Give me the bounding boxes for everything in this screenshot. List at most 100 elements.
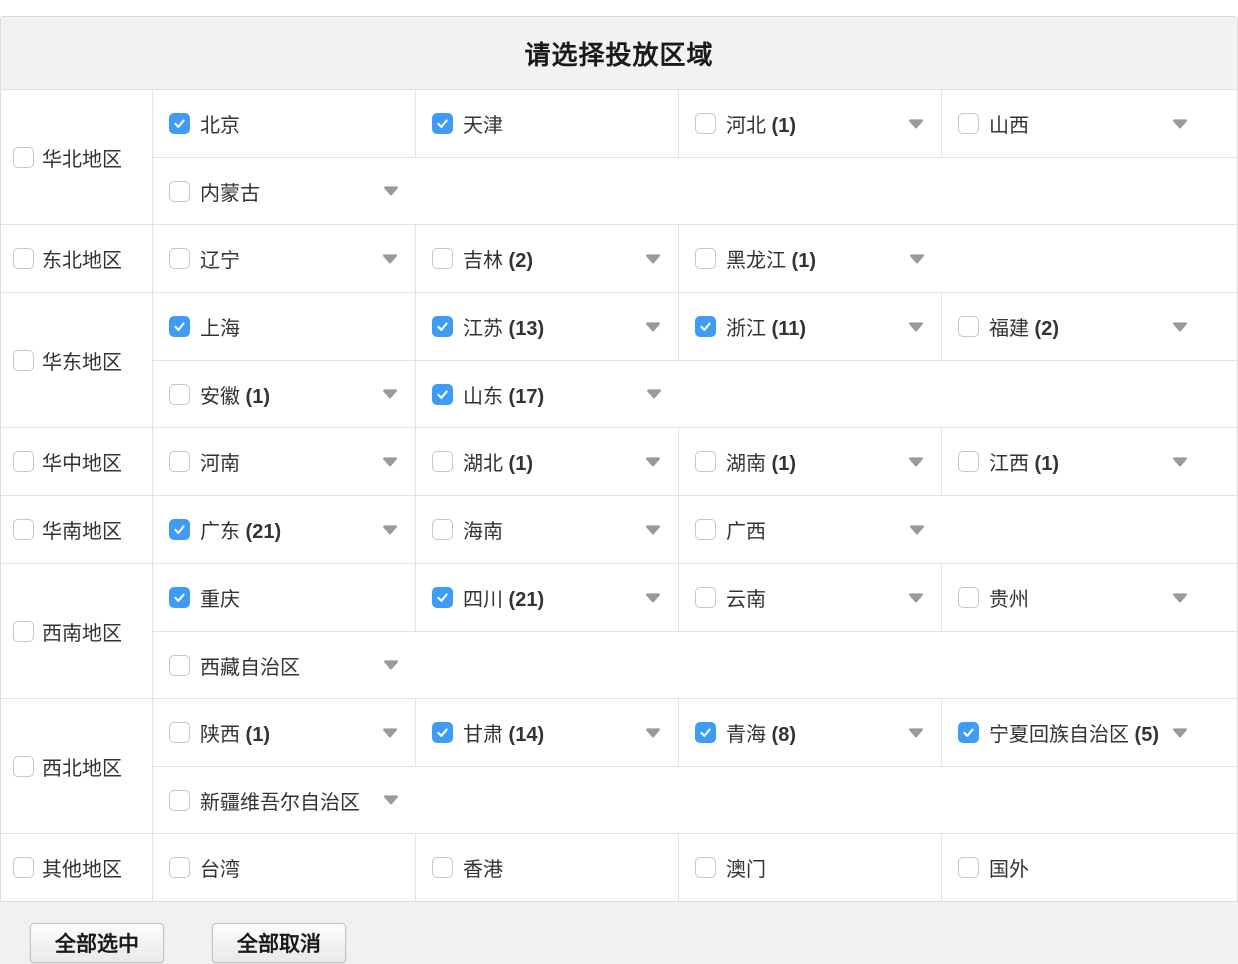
province-checkbox[interactable]	[169, 857, 190, 878]
province-checkbox[interactable]	[958, 113, 979, 134]
region-label-cell[interactable]: 华东地区	[1, 293, 153, 427]
dropdown-arrow-icon[interactable]	[908, 524, 926, 536]
province-cell[interactable]: 湖北 (1)	[416, 428, 679, 495]
province-checkbox[interactable]	[169, 587, 190, 608]
province-checkbox[interactable]	[695, 857, 716, 878]
dropdown-arrow-icon[interactable]	[645, 388, 663, 400]
dropdown-arrow-icon[interactable]	[1171, 727, 1189, 739]
cancel-all-button[interactable]: 全部取消	[212, 923, 346, 963]
dropdown-arrow-icon[interactable]	[1171, 118, 1189, 130]
dropdown-arrow-icon[interactable]	[907, 456, 925, 468]
dropdown-arrow-icon[interactable]	[382, 185, 400, 197]
province-cell[interactable]: 澳门	[679, 834, 942, 901]
province-cell[interactable]: 黑龙江 (1)	[679, 225, 942, 292]
province-checkbox[interactable]	[432, 451, 453, 472]
province-checkbox[interactable]	[958, 316, 979, 337]
province-cell[interactable]: 贵州	[942, 564, 1205, 631]
region-checkbox[interactable]	[13, 146, 34, 168]
province-cell[interactable]: 西藏自治区	[153, 632, 416, 698]
region-checkbox[interactable]	[13, 755, 34, 777]
dropdown-arrow-icon[interactable]	[381, 727, 399, 739]
dropdown-arrow-icon[interactable]	[907, 727, 925, 739]
province-cell[interactable]: 山东 (17)	[416, 361, 679, 427]
province-checkbox[interactable]	[169, 113, 190, 134]
province-cell[interactable]: 广东 (21)	[153, 496, 416, 563]
province-cell[interactable]: 山西	[942, 90, 1205, 157]
province-cell[interactable]: 江西 (1)	[942, 428, 1205, 495]
province-cell[interactable]: 湖南 (1)	[679, 428, 942, 495]
dropdown-arrow-icon[interactable]	[644, 524, 662, 536]
region-checkbox[interactable]	[13, 349, 34, 371]
province-checkbox[interactable]	[432, 383, 453, 405]
province-checkbox[interactable]	[169, 654, 190, 676]
province-checkbox[interactable]	[169, 451, 190, 472]
province-checkbox[interactable]	[169, 248, 190, 269]
dropdown-arrow-icon[interactable]	[644, 456, 662, 468]
province-cell[interactable]: 台湾	[153, 834, 416, 901]
province-checkbox[interactable]	[169, 383, 190, 405]
province-cell[interactable]: 北京	[153, 90, 416, 157]
province-checkbox[interactable]	[432, 248, 453, 269]
province-checkbox[interactable]	[958, 451, 979, 472]
dropdown-arrow-icon[interactable]	[381, 388, 399, 400]
dropdown-arrow-icon[interactable]	[907, 118, 925, 130]
dropdown-arrow-icon[interactable]	[1171, 456, 1189, 468]
province-cell[interactable]: 辽宁	[153, 225, 416, 292]
province-cell[interactable]: 上海	[153, 293, 416, 360]
province-checkbox[interactable]	[695, 587, 716, 608]
province-cell[interactable]: 海南	[416, 496, 679, 563]
dropdown-arrow-icon[interactable]	[908, 253, 926, 265]
region-label-cell[interactable]: 其他地区	[1, 834, 153, 901]
province-checkbox[interactable]	[169, 722, 190, 743]
dropdown-arrow-icon[interactable]	[1171, 592, 1189, 604]
dropdown-arrow-icon[interactable]	[907, 321, 925, 333]
region-label-cell[interactable]: 华南地区	[1, 496, 153, 563]
province-checkbox[interactable]	[695, 519, 716, 540]
province-cell[interactable]: 天津	[416, 90, 679, 157]
province-cell[interactable]: 云南	[679, 564, 942, 631]
province-cell[interactable]: 香港	[416, 834, 679, 901]
province-cell[interactable]: 宁夏回族自治区 (5)	[942, 699, 1205, 766]
province-checkbox[interactable]	[432, 519, 453, 540]
province-checkbox[interactable]	[958, 587, 979, 608]
province-cell[interactable]: 内蒙古	[153, 158, 416, 224]
dropdown-arrow-icon[interactable]	[382, 659, 400, 671]
province-cell[interactable]: 福建 (2)	[942, 293, 1205, 360]
province-checkbox[interactable]	[432, 722, 453, 743]
province-cell[interactable]: 新疆维吾尔自治区	[153, 767, 416, 833]
region-checkbox[interactable]	[13, 248, 34, 269]
province-checkbox[interactable]	[169, 180, 190, 202]
province-checkbox[interactable]	[432, 316, 453, 337]
dropdown-arrow-icon[interactable]	[381, 524, 399, 536]
dropdown-arrow-icon[interactable]	[644, 253, 662, 265]
province-cell[interactable]: 河北 (1)	[679, 90, 942, 157]
region-label-cell[interactable]: 华北地区	[1, 90, 153, 224]
dropdown-arrow-icon[interactable]	[382, 794, 400, 806]
province-checkbox[interactable]	[695, 451, 716, 472]
province-checkbox[interactable]	[432, 587, 453, 608]
province-cell[interactable]: 国外	[942, 834, 1205, 901]
province-cell[interactable]: 浙江 (11)	[679, 293, 942, 360]
select-all-button[interactable]: 全部选中	[30, 923, 164, 963]
dropdown-arrow-icon[interactable]	[644, 727, 662, 739]
region-checkbox[interactable]	[13, 857, 34, 878]
dropdown-arrow-icon[interactable]	[1171, 321, 1189, 333]
province-checkbox[interactable]	[169, 789, 190, 811]
province-cell[interactable]: 吉林 (2)	[416, 225, 679, 292]
province-checkbox[interactable]	[958, 857, 979, 878]
region-label-cell[interactable]: 西南地区	[1, 564, 153, 698]
province-cell[interactable]: 江苏 (13)	[416, 293, 679, 360]
province-cell[interactable]: 四川 (21)	[416, 564, 679, 631]
province-checkbox[interactable]	[695, 113, 716, 134]
dropdown-arrow-icon[interactable]	[381, 456, 399, 468]
region-checkbox[interactable]	[13, 519, 34, 540]
province-checkbox[interactable]	[169, 316, 190, 337]
region-label-cell[interactable]: 华中地区	[1, 428, 153, 495]
province-checkbox[interactable]	[958, 722, 979, 743]
dropdown-arrow-icon[interactable]	[381, 253, 399, 265]
province-checkbox[interactable]	[695, 722, 716, 743]
province-checkbox[interactable]	[695, 316, 716, 337]
dropdown-arrow-icon[interactable]	[644, 321, 662, 333]
region-label-cell[interactable]: 东北地区	[1, 225, 153, 292]
province-cell[interactable]: 青海 (8)	[679, 699, 942, 766]
